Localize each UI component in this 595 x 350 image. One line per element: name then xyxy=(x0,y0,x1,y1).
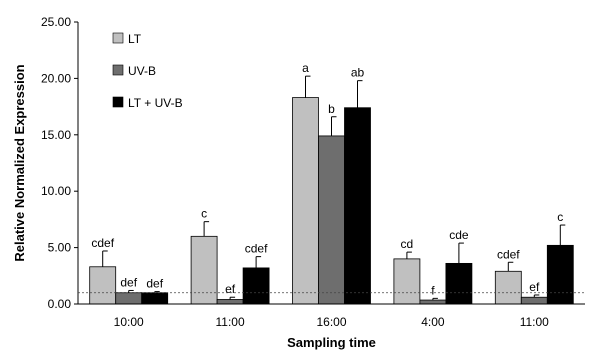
legend-label: LT xyxy=(128,32,142,46)
legend-label: UV-B xyxy=(128,64,156,78)
y-tick-label: 10.00 xyxy=(41,184,71,198)
bars-layer xyxy=(89,75,574,305)
y-tick-label: 15.00 xyxy=(41,128,71,142)
legend-swatch xyxy=(112,64,124,76)
y-axis-title: Relative Normalized Expression xyxy=(12,64,27,261)
bar xyxy=(318,135,345,305)
bar xyxy=(115,292,143,305)
y-tick-label: 0.00 xyxy=(48,297,72,311)
significance-letter: cd xyxy=(401,237,414,251)
significance-letter: b xyxy=(328,102,335,116)
significance-letter: cdef xyxy=(497,247,520,261)
bar xyxy=(190,235,218,305)
bar xyxy=(141,292,169,305)
x-tick-label: 11:00 xyxy=(520,315,549,329)
y-tick-label: 25.00 xyxy=(41,15,71,29)
significance-letter: c xyxy=(201,207,207,221)
bar xyxy=(216,299,244,305)
x-tick-label: 10:00 xyxy=(114,315,144,329)
bar xyxy=(520,296,548,305)
y-tick-label: 5.00 xyxy=(48,241,72,255)
legend-swatch xyxy=(112,96,124,108)
x-axis-title: Sampling time xyxy=(287,335,376,350)
significance-letter: c xyxy=(557,210,563,224)
bar xyxy=(419,299,447,305)
bar xyxy=(344,107,371,305)
legend: LT UV-B LT + UV-B xyxy=(112,32,183,110)
significance-letter: cde xyxy=(449,228,469,242)
bar xyxy=(494,270,522,305)
bar xyxy=(445,262,473,305)
bar xyxy=(546,244,574,305)
x-tick-label: 4:00 xyxy=(421,315,445,329)
y-axis-ticks: 0.00 5.00 10.00 15.00 20.00 25.00 xyxy=(41,15,78,311)
x-tick-label: 11:00 xyxy=(216,315,245,329)
x-tick-label: 16:00 xyxy=(316,315,346,329)
significance-letter: f xyxy=(431,283,435,297)
significance-letter: cdef xyxy=(245,242,268,256)
y-tick-label: 20.00 xyxy=(41,71,71,85)
legend-swatch xyxy=(112,32,124,44)
significance-letter: def xyxy=(120,275,137,289)
significance-letter: ab xyxy=(351,66,365,80)
legend-label: LT + UV-B xyxy=(128,96,183,110)
bar xyxy=(292,97,319,305)
bar xyxy=(242,267,270,305)
significance-letter: ef xyxy=(225,282,236,296)
significance-letter: def xyxy=(146,277,163,291)
bar xyxy=(393,258,421,305)
significance-letter: a xyxy=(302,61,309,75)
x-axis-ticks: 10:00 11:00 16:00 4:00 11:00 xyxy=(114,315,550,329)
significance-letter: cdef xyxy=(91,236,114,250)
significance-letter: ef xyxy=(529,280,540,294)
bar xyxy=(89,266,117,305)
